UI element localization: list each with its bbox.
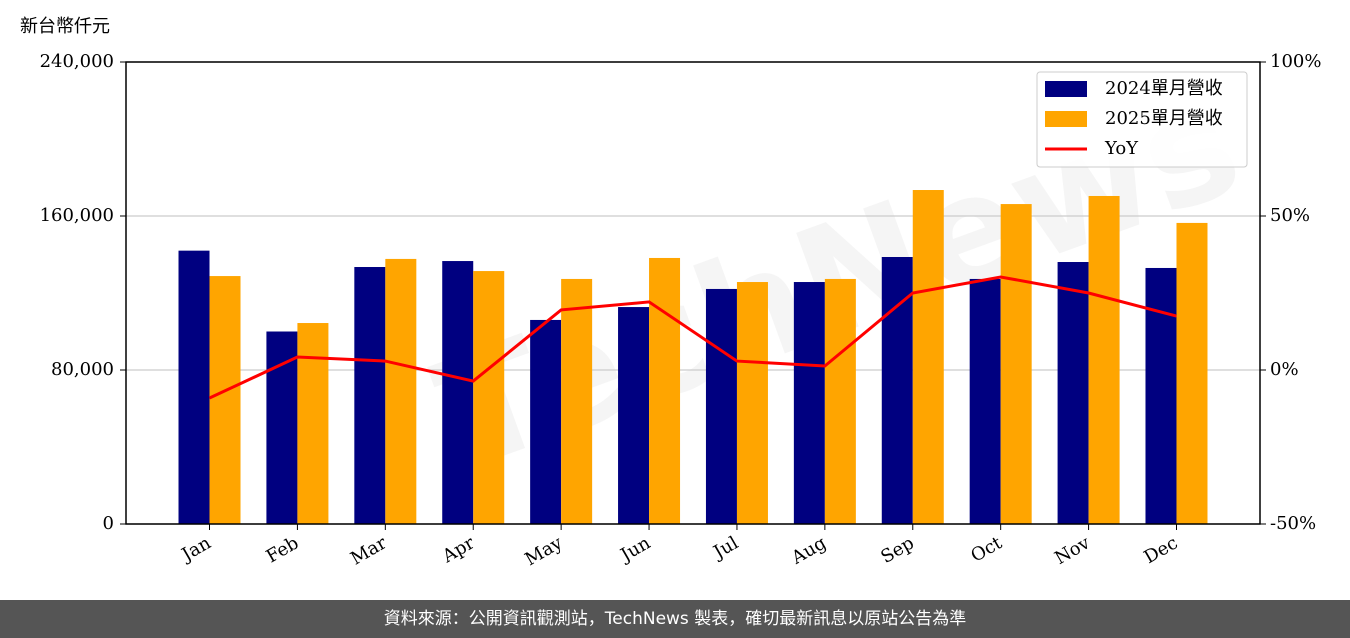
line: [208, 275, 1177, 400]
y2-tick-label: 50%: [1270, 205, 1310, 226]
bar: [793, 282, 825, 524]
bar: [1176, 222, 1208, 524]
x-tick-label: Oct: [967, 532, 1006, 567]
y-axis-label: 新台幣仟元: [20, 16, 110, 37]
bar: [1000, 204, 1032, 524]
bar: [649, 257, 681, 524]
x-tick-label: Nov: [1051, 532, 1094, 569]
bar: [1057, 262, 1089, 524]
legend-swatch: [1045, 111, 1087, 127]
bar: [969, 278, 1001, 524]
footer-text: 資料來源：公開資訊觀測站，TechNews 製表，確切最新訊息以原站公告為準: [384, 609, 966, 629]
x-tick-label: Jul: [708, 532, 742, 564]
bar: [881, 257, 913, 524]
bar: [824, 278, 856, 524]
bar: [209, 276, 241, 524]
y-tick-label: 160,000: [40, 205, 114, 226]
bar: [736, 282, 768, 524]
bar: [354, 267, 386, 524]
y2-tick-label: -50%: [1270, 513, 1316, 534]
plot-frame: [125, 61, 1261, 525]
legend-label: YoY: [1104, 138, 1139, 159]
bar: [705, 288, 737, 524]
bar: [442, 261, 474, 524]
bar: [385, 258, 417, 524]
y2-tick-label: 0%: [1270, 359, 1299, 380]
y-tick-label: 240,000: [40, 51, 114, 72]
x-tick-label: Sep: [877, 532, 917, 567]
bar: [178, 250, 210, 524]
y-tick-label: 80,000: [51, 359, 114, 380]
legend-label: 2024單月營收: [1105, 78, 1223, 99]
bar: [912, 190, 944, 524]
bar: [1145, 267, 1177, 524]
bar: [1088, 195, 1120, 525]
x-tick-label: Dec: [1141, 532, 1182, 568]
x-tick-label: Apr: [438, 532, 478, 567]
x-tick-label: Feb: [263, 532, 303, 567]
legend-box: [1036, 71, 1248, 168]
legend-swatch: [1045, 81, 1087, 97]
x-tick-label: Jan: [177, 532, 215, 566]
bar: [530, 319, 562, 524]
footer-bar: [0, 600, 1350, 638]
y2-tick-label: 100%: [1270, 51, 1321, 72]
x-tick-label: Aug: [787, 532, 830, 569]
bar: [561, 278, 593, 524]
legend-label: 2025單月營收: [1105, 108, 1223, 129]
x-tick-label: Mar: [347, 532, 391, 569]
x-tick-label: Jun: [615, 532, 654, 567]
x-tick-label: May: [522, 532, 567, 570]
bar: [473, 271, 505, 524]
bar: [297, 323, 329, 524]
bar: [618, 307, 650, 524]
y-tick-label: 0: [103, 513, 114, 534]
